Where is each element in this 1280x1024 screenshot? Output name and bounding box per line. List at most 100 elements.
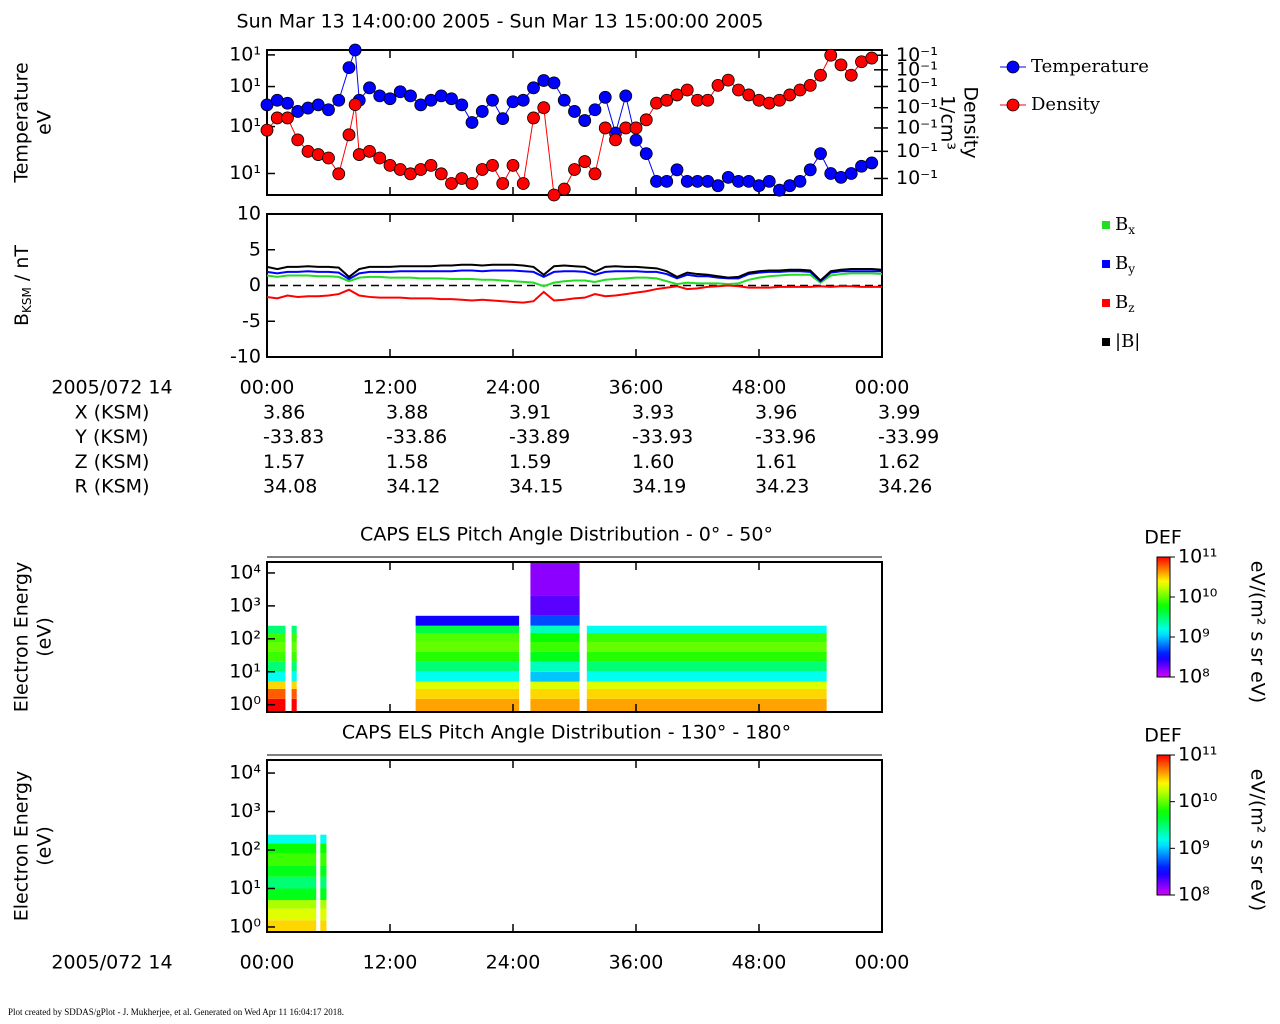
legend-label: |B| [1115,331,1140,352]
legend-label-sub: z [1128,301,1134,315]
marker [506,159,520,172]
marker [598,90,612,104]
axis-label: Electron Energy [11,771,33,922]
axis-label: (eV) [34,826,56,866]
heatmap-cell [586,651,827,662]
colorbar-tick-label: 10¹⁰ [1178,586,1217,608]
x-tick-label: 00:00 [855,377,910,399]
axis-label: 1/cm³ [937,95,959,150]
colorbar-tick-label: 10⁸ [1178,884,1210,906]
marker [455,98,469,112]
marker [260,123,274,137]
legend-label-part: B [1115,253,1128,274]
axis-label: Density [960,86,982,158]
legend-swatch [1102,299,1110,307]
heatmap-cell [320,908,327,921]
marker [281,111,294,125]
ephemeris-value: 1.58 [386,451,428,473]
marker [773,93,786,107]
series-line [267,269,882,283]
marker [814,68,827,82]
ephemeris-value: 3.93 [632,402,674,424]
ephemeris-label: 2005/072 14 [51,377,172,399]
marker [363,144,376,158]
marker [568,163,581,176]
y-tick-label: 10³ [229,594,261,616]
y-tick-label: 10¹ [229,660,261,682]
ephemeris-value: 3.88 [386,402,428,424]
ephemeris-value: 3.99 [878,402,920,424]
legend-swatch [1102,221,1110,229]
ephemeris-value: -33.96 [755,426,816,448]
ephemeris-value: 34.19 [632,476,686,498]
y-tick-label: 10² [229,627,261,649]
marker [568,105,581,118]
heatmap-cell [530,651,580,662]
heatmap-cell [415,698,520,712]
panel-title: CAPS ELS Pitch Angle Distribution - 0° -… [360,524,773,546]
y-tick-label: 10 [237,203,261,225]
y-tick-label: 10⁰ [229,915,261,937]
ephemeris-value: 34.12 [386,476,440,498]
y-tick-label: 10⁴ [229,561,261,583]
heatmap-cell [586,633,827,643]
marker [711,78,725,92]
x-tick-label: 24:00 [486,377,541,399]
heatmap-cell [267,688,286,699]
marker [844,68,858,82]
heatmap-cell [530,661,580,672]
axis-label-sub: KSM [20,287,34,313]
marker [527,81,540,95]
heatmap-cell [291,661,297,672]
marker [424,159,438,172]
ephemeris-value: 1.59 [509,451,551,473]
y-tick-label: 10³ [229,800,261,822]
heatmap-cell [586,671,827,682]
axis-label: Temperature [11,62,33,183]
y2-tick-label: 10⁻¹ [896,96,938,118]
heatmap-cell [267,681,286,689]
colorbar-tick-label: 10⁹ [1178,837,1210,859]
marker [660,93,674,107]
axis-label-part: B [11,313,33,326]
heatmap-cell [267,633,286,643]
heatmap-cell [320,876,327,889]
marker [547,188,561,202]
marker [762,175,776,188]
heatmap-cell [320,834,327,844]
marker [670,88,684,102]
heatmap-cell [530,671,580,682]
marker [803,163,817,177]
x-tick-label: 12:00 [363,952,418,974]
marker [732,83,745,97]
axis-label: (eV) [34,617,56,657]
marker [496,177,510,190]
x-tick-label: 00:00 [855,952,910,974]
marker [537,101,551,115]
x-tick-label: 36:00 [609,952,664,974]
ephemeris-value: -33.93 [632,426,693,448]
heatmap-cell [267,900,317,909]
heatmap-cell [415,688,520,699]
marker [496,112,510,126]
colorbar [1156,556,1171,678]
heatmap-cell [415,615,520,626]
panel-title: CAPS ELS Pitch Angle Distribution - 130°… [342,722,791,744]
marker [475,105,489,118]
heatmap-cell [267,843,317,854]
marker [629,133,643,147]
ephemeris-value: 1.60 [632,451,674,473]
x-tick-label: 00:00 [240,377,295,399]
y2-tick-label: 10⁻¹ [896,140,938,162]
marker [578,114,592,127]
heatmap-cell [267,671,286,682]
heatmap-cell [267,865,317,877]
series-line [267,284,882,304]
ephemeris-value: -33.89 [509,426,570,448]
marker [588,103,602,117]
axis-label: eV [34,110,56,135]
marker [629,121,643,135]
ephemeris-row-name: X (KSM) [75,402,150,424]
legend-label: By [1115,253,1135,276]
heatmap-cell [291,651,297,662]
